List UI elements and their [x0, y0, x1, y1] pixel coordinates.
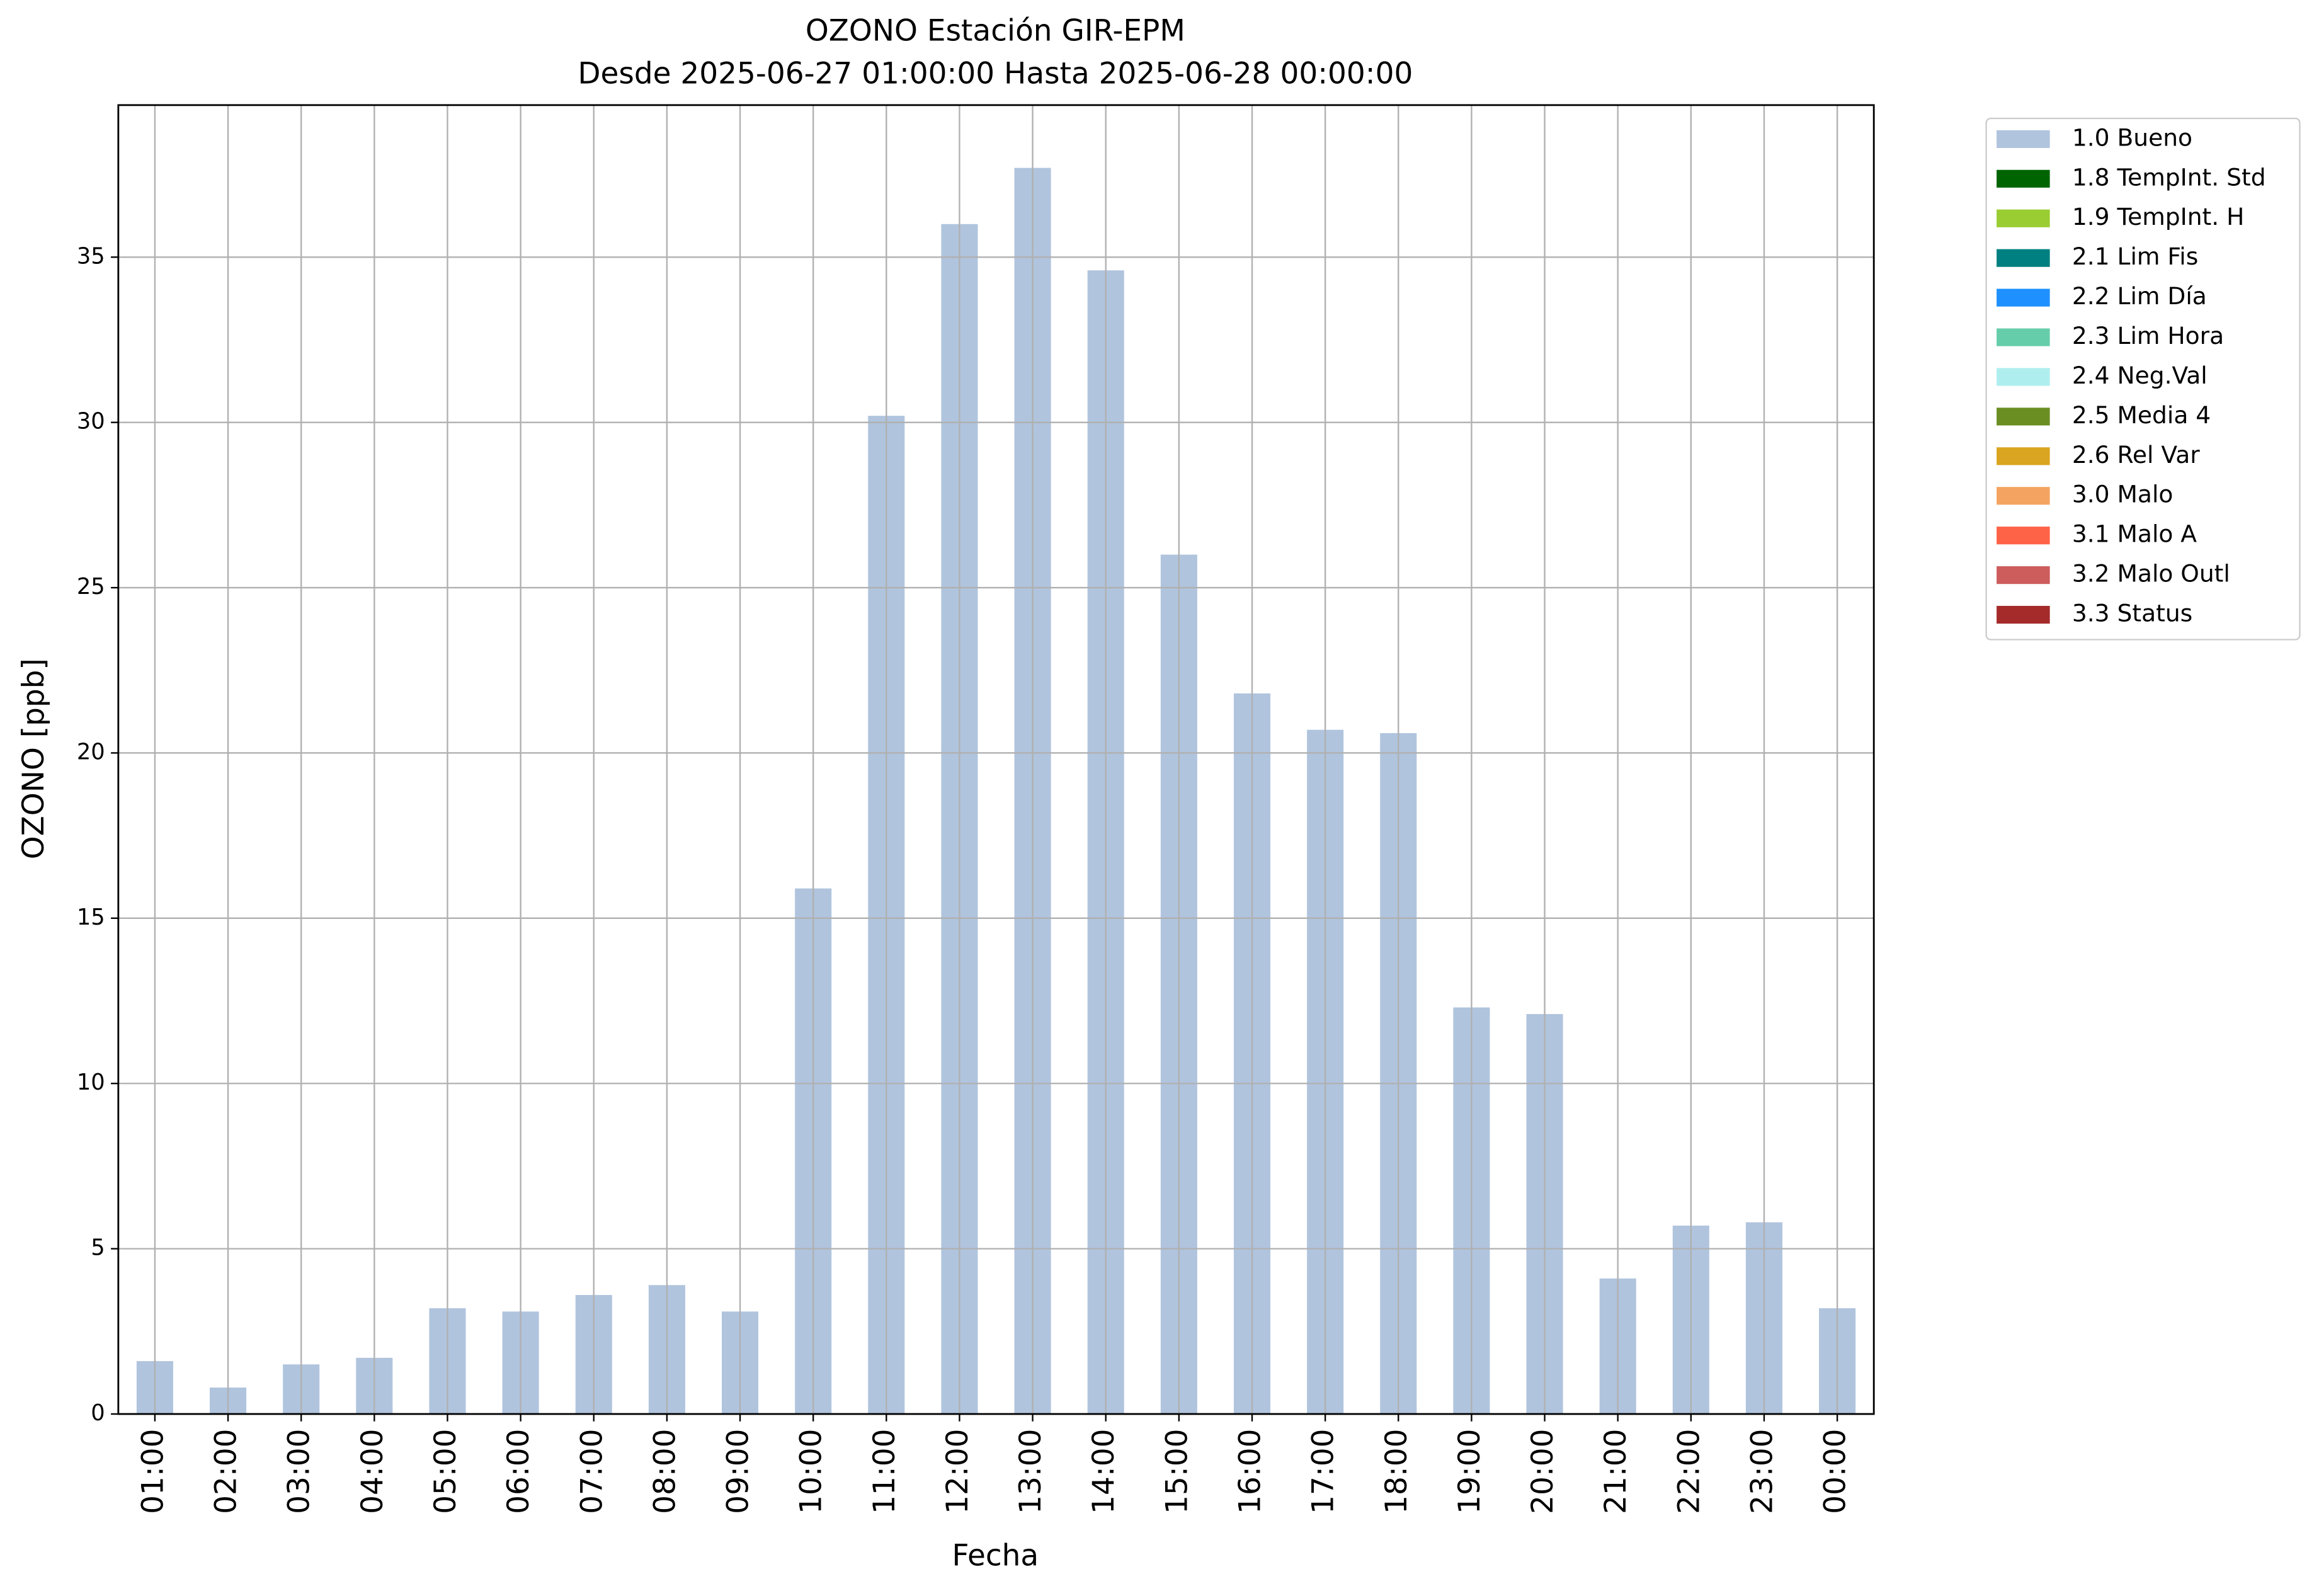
- legend-swatch: [1997, 209, 2050, 227]
- x-tick-label: 08:00: [647, 1429, 682, 1514]
- y-axis-label: OZONO [ppb]: [16, 658, 51, 859]
- x-tick-label: 09:00: [721, 1429, 756, 1514]
- legend-swatch: [1997, 169, 2050, 188]
- legend-label: 3.0 Malo: [2072, 481, 2174, 508]
- x-tick-label: 18:00: [1379, 1429, 1414, 1514]
- x-tick-label: 10:00: [794, 1429, 829, 1514]
- legend-label: 3.3 Status: [2072, 600, 2192, 627]
- y-tick-label: 20: [77, 739, 105, 765]
- x-tick-label: 13:00: [1013, 1429, 1048, 1514]
- legend-label: 1.0 Bueno: [2072, 123, 2192, 151]
- legend-swatch: [1997, 527, 2050, 545]
- chart-subtitle: Desde 2025-06-27 01:00:00 Hasta 2025-06-…: [578, 56, 1413, 91]
- x-tick-label: 22:00: [1672, 1429, 1706, 1514]
- x-tick-label: 03:00: [282, 1429, 317, 1514]
- x-tick-label: 15:00: [1160, 1429, 1194, 1514]
- chart-title: OZONO Estación GIR-EPM: [806, 13, 1185, 48]
- legend-label: 2.4 Neg.Val: [2072, 362, 2208, 389]
- legend: 1.0 Bueno 1.8 TempInt. Std 1.9 TempInt. H 2…: [1985, 117, 2301, 641]
- legend-label: 2.1 Lim Fis: [2072, 242, 2198, 270]
- legend-swatch: [1997, 130, 2050, 148]
- legend-box: [1985, 117, 2301, 641]
- grid: [118, 105, 1874, 1415]
- x-tick-label: 17:00: [1306, 1429, 1341, 1514]
- x-tick-label: 12:00: [940, 1429, 975, 1514]
- legend-swatch: [1997, 487, 2050, 505]
- legend-label: 1.9 TempInt. H: [2072, 203, 2245, 231]
- legend-swatch: [1997, 566, 2050, 584]
- y-tick-label: 5: [91, 1235, 105, 1261]
- y-tick-label: 10: [77, 1069, 105, 1095]
- x-tick-label: 00:00: [1818, 1429, 1853, 1514]
- x-tick-label: 19:00: [1452, 1429, 1487, 1514]
- plot-area: 0 5 10 15 20 25 30 35 01:00 02:00 03:00 04:00 05:00 0…: [77, 105, 1874, 1514]
- legend-swatch: [1997, 447, 2050, 465]
- x-tick-label: 21:00: [1598, 1429, 1633, 1514]
- y-tick-label: 35: [77, 243, 105, 269]
- x-tick-label: 01:00: [135, 1429, 170, 1514]
- x-tick-label: 06:00: [501, 1429, 536, 1514]
- legend-label: 2.6 Rel Var: [2072, 441, 2200, 469]
- legend-swatch: [1997, 288, 2050, 307]
- legend-label: 2.5 Media 4: [2072, 401, 2211, 429]
- legend-swatch: [1997, 328, 2050, 346]
- y-tick-label: 30: [77, 409, 105, 435]
- x-tick-label: 05:00: [428, 1429, 463, 1514]
- legend-swatch: [1997, 249, 2050, 267]
- plot-frame: [117, 104, 1875, 1415]
- legend-label: 2.2 Lim Día: [2072, 282, 2207, 310]
- x-tick-label: 23:00: [1745, 1429, 1779, 1514]
- legend-swatch: [1997, 605, 2050, 624]
- legend-label: 1.8 TempInt. Std: [2072, 163, 2266, 191]
- x-tick-label: 14:00: [1086, 1429, 1121, 1514]
- x-axis-label: Fecha: [952, 1538, 1039, 1573]
- legend-label: 3.2 Malo Outl: [2072, 560, 2230, 588]
- x-tick-label: 02:00: [209, 1429, 244, 1514]
- bars: [136, 168, 1856, 1415]
- legend-label: 3.1 Malo A: [2072, 520, 2197, 548]
- x-tick-label: 04:00: [355, 1429, 390, 1514]
- legend-label: 2.3 Lim Hora: [2072, 322, 2224, 350]
- y-tick-label: 0: [91, 1400, 105, 1426]
- y-tick-label: 15: [77, 904, 105, 930]
- x-tick-label: 20:00: [1525, 1429, 1560, 1514]
- legend-swatch: [1997, 368, 2050, 386]
- legend-swatch: [1997, 408, 2050, 426]
- x-tick-label: 11:00: [867, 1429, 902, 1514]
- x-tick-label: 16:00: [1233, 1429, 1268, 1514]
- y-tick-label: 25: [77, 574, 105, 600]
- x-tick-label: 07:00: [574, 1429, 609, 1514]
